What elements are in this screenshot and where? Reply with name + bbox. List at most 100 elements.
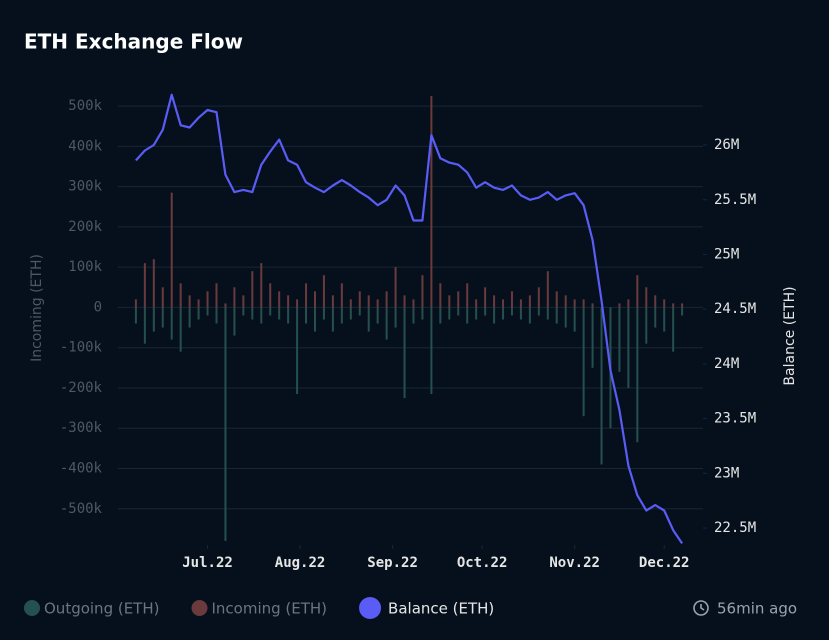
bar xyxy=(179,283,182,308)
bar xyxy=(663,299,666,308)
bar xyxy=(546,307,549,320)
bar xyxy=(152,307,155,332)
bar xyxy=(287,307,290,324)
x-tick-label: Aug.22 xyxy=(275,555,326,571)
bar xyxy=(206,291,209,308)
bar xyxy=(143,263,146,308)
bar xyxy=(466,307,469,324)
bar xyxy=(394,307,397,328)
y-tick-label: -200k xyxy=(60,380,103,396)
bar xyxy=(573,307,576,332)
legend-label: Incoming (ETH) xyxy=(211,600,327,618)
bar xyxy=(439,307,442,324)
bar xyxy=(555,307,558,324)
bar xyxy=(627,307,630,388)
bar xyxy=(502,307,505,320)
y-axis-label: Incoming (ETH) xyxy=(29,254,45,362)
bar xyxy=(233,307,236,336)
bar xyxy=(403,295,406,308)
bar xyxy=(197,307,200,320)
bar xyxy=(573,299,576,308)
bar xyxy=(636,275,639,308)
legend-swatch xyxy=(359,597,382,619)
y-tick-label: -500k xyxy=(60,501,103,517)
bar xyxy=(367,295,370,308)
bar xyxy=(555,291,558,308)
y2-tick-label: 26M xyxy=(714,137,739,153)
bar xyxy=(600,307,603,465)
bar xyxy=(134,299,137,308)
bar xyxy=(215,307,218,324)
bar xyxy=(296,307,299,395)
bar xyxy=(457,307,460,316)
bar xyxy=(582,299,585,308)
bar xyxy=(242,295,245,308)
bar xyxy=(152,259,155,308)
bar xyxy=(305,283,308,308)
bar xyxy=(358,307,361,316)
bar xyxy=(287,295,290,308)
bar xyxy=(269,283,272,308)
bar xyxy=(421,275,424,308)
bar xyxy=(188,307,191,328)
x-tick-label: Oct.22 xyxy=(457,555,508,571)
chart-title: ETH Exchange Flow xyxy=(24,30,243,54)
bar xyxy=(358,291,361,308)
bar xyxy=(260,307,263,324)
bar xyxy=(233,287,236,308)
bar xyxy=(322,275,325,308)
bar xyxy=(493,295,496,308)
bar xyxy=(170,307,173,340)
bar xyxy=(305,307,308,324)
bar xyxy=(654,295,657,308)
bar xyxy=(206,307,209,316)
y-tick-label: 200k xyxy=(68,219,102,235)
bar xyxy=(376,299,379,308)
y-tick-label: -100k xyxy=(60,340,103,356)
bar xyxy=(376,307,379,324)
bar xyxy=(412,307,415,324)
bar xyxy=(340,283,343,308)
bar xyxy=(251,271,254,308)
bar xyxy=(591,307,594,368)
bar xyxy=(618,307,621,372)
bar xyxy=(564,307,567,328)
y-tick-label: -300k xyxy=(60,420,103,436)
bar xyxy=(618,303,621,308)
bar xyxy=(278,291,281,308)
bar xyxy=(242,307,245,316)
bar xyxy=(591,303,594,308)
bar xyxy=(448,307,451,320)
bar xyxy=(367,307,370,332)
bar xyxy=(340,307,343,324)
bar xyxy=(645,307,648,344)
bar xyxy=(278,307,281,320)
y-tick-label: 500k xyxy=(68,98,102,114)
x-tick-label: Nov.22 xyxy=(549,555,600,571)
bar xyxy=(528,295,531,308)
bar xyxy=(179,307,182,352)
bar xyxy=(537,287,540,308)
x-tick-label: Jul.22 xyxy=(182,555,233,571)
bar xyxy=(645,287,648,308)
bar xyxy=(654,307,657,328)
y2-tick-label: 23.5M xyxy=(714,411,756,427)
bar xyxy=(161,307,164,328)
bar xyxy=(528,307,531,324)
bar xyxy=(519,307,522,320)
x-tick-label: Dec.22 xyxy=(639,555,690,571)
bar xyxy=(251,307,254,320)
bar xyxy=(502,299,505,308)
x-tick-label: Sep.22 xyxy=(367,555,418,571)
y-tick-label: 400k xyxy=(68,138,102,154)
bar xyxy=(537,307,540,316)
bar xyxy=(466,283,469,308)
bar xyxy=(296,299,299,308)
bar xyxy=(475,307,478,320)
bar xyxy=(681,307,684,316)
bar xyxy=(681,303,684,308)
bar xyxy=(663,307,666,332)
bar xyxy=(331,307,334,332)
bar xyxy=(484,307,487,316)
